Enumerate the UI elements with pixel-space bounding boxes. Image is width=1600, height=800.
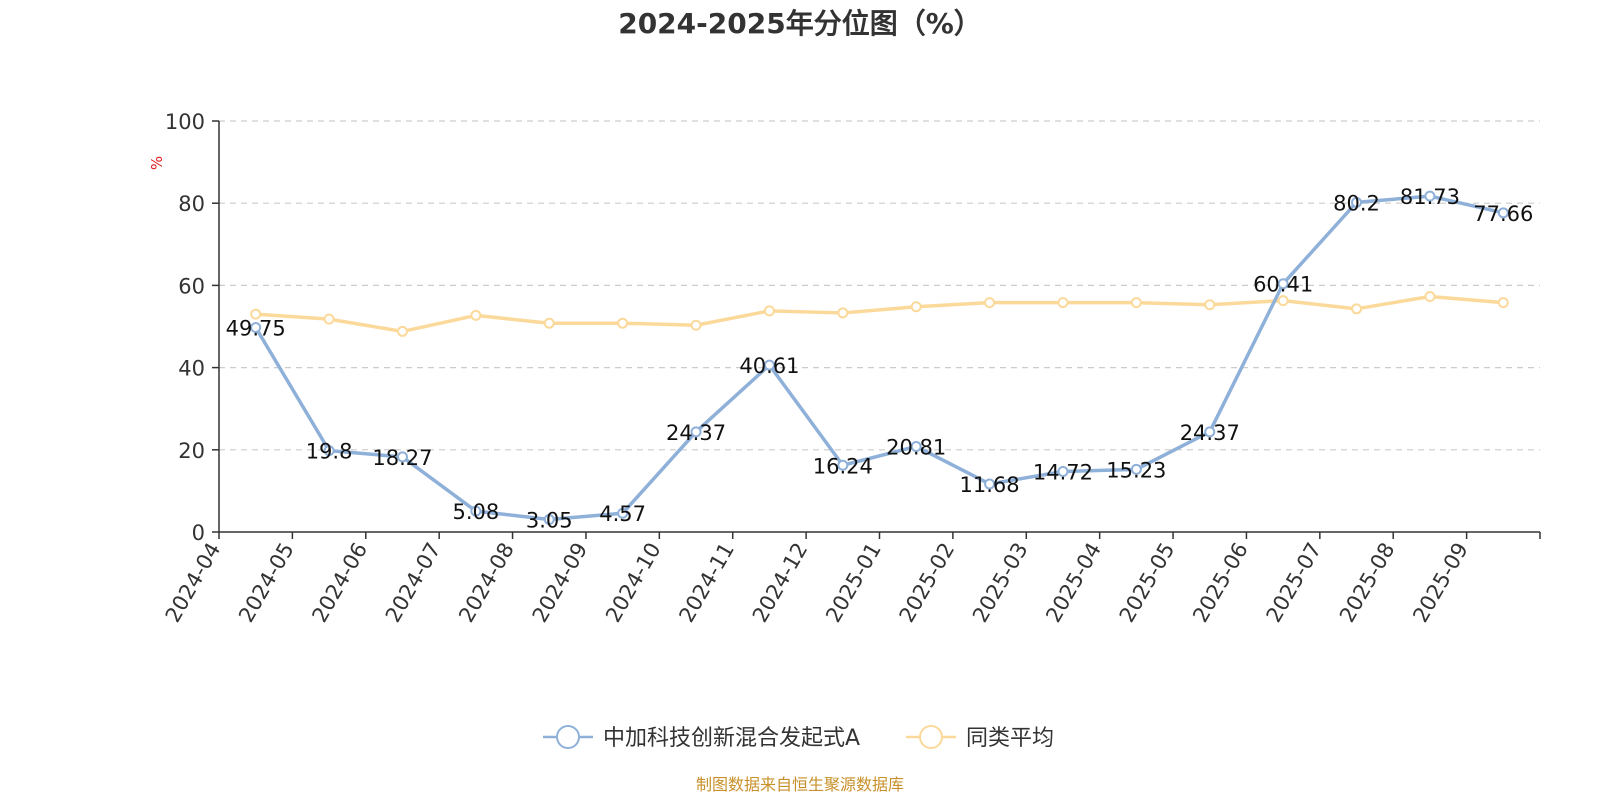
- data-label: 16.24: [813, 454, 873, 478]
- data-point[interactable]: [1130, 297, 1142, 309]
- y-axis-unit-label: %: [148, 156, 166, 170]
- data-point[interactable]: [1351, 303, 1363, 315]
- data-label: 4.57: [599, 502, 646, 526]
- data-point[interactable]: [1130, 463, 1142, 475]
- data-point[interactable]: [250, 322, 262, 334]
- x-tick-label: 2025-07: [1262, 539, 1327, 627]
- x-tick-label: 2025-03: [968, 539, 1033, 627]
- data-source-note: 制图数据来自恒生聚源数据库: [696, 775, 904, 794]
- x-tick-label: 2025-08: [1335, 539, 1400, 627]
- legend-marker[interactable]: [556, 725, 580, 749]
- data-label: 18.27: [372, 446, 432, 470]
- data-point[interactable]: [543, 513, 555, 525]
- data-point[interactable]: [1424, 190, 1436, 202]
- data-label: 15.23: [1106, 458, 1166, 482]
- data-label: 5.08: [452, 500, 499, 524]
- y-tick-label: 80: [178, 192, 205, 216]
- data-labels: 49.75 19.8 18.27 5.08 3.05 4.57 24.37 40.61 16.2…: [226, 185, 1534, 532]
- data-point[interactable]: [617, 507, 629, 519]
- y-tick-label: 60: [178, 274, 205, 298]
- legend-label[interactable]: 中加科技创新混合发起式A: [603, 726, 860, 751]
- data-point[interactable]: [543, 317, 555, 329]
- y-tick-label: 20: [178, 439, 205, 463]
- data-label: 11.68: [960, 473, 1020, 497]
- legend-marker[interactable]: [919, 725, 943, 749]
- data-point[interactable]: [690, 426, 702, 438]
- data-point[interactable]: [1204, 426, 1216, 438]
- data-point[interactable]: [1057, 466, 1069, 478]
- x-tick-label: 2025-01: [821, 539, 886, 627]
- data-point[interactable]: [470, 505, 482, 517]
- data-point[interactable]: [1204, 299, 1216, 311]
- series-lines: [250, 190, 1509, 525]
- data-label: 40.61: [739, 354, 799, 378]
- data-point[interactable]: [1424, 290, 1436, 302]
- y-tick-label: 0: [192, 521, 205, 545]
- data-point[interactable]: [396, 325, 408, 337]
- data-label: 49.75: [226, 317, 286, 341]
- series-line-0: [254, 194, 1504, 522]
- data-point[interactable]: [470, 309, 482, 321]
- data-point[interactable]: [323, 445, 335, 457]
- x-tick-label: 2025-04: [1041, 539, 1106, 627]
- data-point[interactable]: [396, 451, 408, 463]
- data-point[interactable]: [984, 478, 996, 490]
- x-tick-label: 2024-09: [528, 539, 593, 627]
- x-tick-label: 2025-02: [895, 539, 960, 627]
- x-tick-label: 2025-09: [1408, 539, 1473, 627]
- x-tick-label: 2024-06: [307, 539, 372, 627]
- x-tick-label: 2024-10: [601, 539, 666, 627]
- data-point[interactable]: [1497, 297, 1509, 309]
- x-tick-label: 2024-07: [381, 539, 446, 627]
- data-point[interactable]: [763, 305, 775, 317]
- legend: 中加科技创新混合发起式A 同类平均: [543, 725, 1054, 751]
- data-point[interactable]: [984, 297, 996, 309]
- data-point[interactable]: [323, 313, 335, 325]
- data-label: 81.73: [1400, 185, 1460, 209]
- data-label: 24.37: [1180, 421, 1240, 445]
- x-tick-label: 2024-05: [234, 539, 299, 627]
- data-point[interactable]: [250, 308, 262, 320]
- x-tick-label: 2024-04: [161, 539, 226, 627]
- axes: 0 20 40 60 80 100 2024-04 2024-05 2024-06 2024-07…: [161, 110, 1541, 627]
- x-tick-label: 2024-12: [748, 539, 813, 627]
- data-point[interactable]: [837, 459, 849, 471]
- data-point[interactable]: [910, 440, 922, 452]
- data-point[interactable]: [1277, 295, 1289, 307]
- data-label: 20.81: [886, 435, 946, 459]
- data-label: 3.05: [526, 508, 573, 532]
- data-point[interactable]: [910, 301, 922, 313]
- series-line-1: [255, 294, 1504, 334]
- x-tick-label: 2024-08: [454, 539, 519, 627]
- data-point[interactable]: [1351, 196, 1363, 208]
- data-label: 60.41: [1253, 273, 1313, 297]
- y-tick-label: 100: [165, 110, 205, 134]
- x-tick-label: 2024-11: [674, 539, 739, 627]
- data-label: 80.2: [1333, 191, 1380, 215]
- data-point[interactable]: [837, 307, 849, 319]
- chart-title: 2024-2025年分位图（%）: [618, 7, 982, 40]
- data-point[interactable]: [763, 359, 775, 371]
- grid-lines: [219, 120, 1540, 451]
- x-tick-label: 2025-06: [1188, 539, 1253, 627]
- y-tick-label: 40: [178, 357, 205, 381]
- data-point[interactable]: [1057, 297, 1069, 309]
- data-point[interactable]: [690, 319, 702, 331]
- data-label: 24.37: [666, 421, 726, 445]
- data-point[interactable]: [1497, 207, 1509, 219]
- data-label: 14.72: [1033, 461, 1093, 485]
- legend-label[interactable]: 同类平均: [966, 726, 1054, 751]
- data-label: 77.66: [1473, 202, 1533, 226]
- data-label: 19.8: [306, 440, 353, 464]
- data-point[interactable]: [1277, 278, 1289, 290]
- data-point[interactable]: [617, 317, 629, 329]
- x-tick-label: 2025-05: [1115, 539, 1180, 627]
